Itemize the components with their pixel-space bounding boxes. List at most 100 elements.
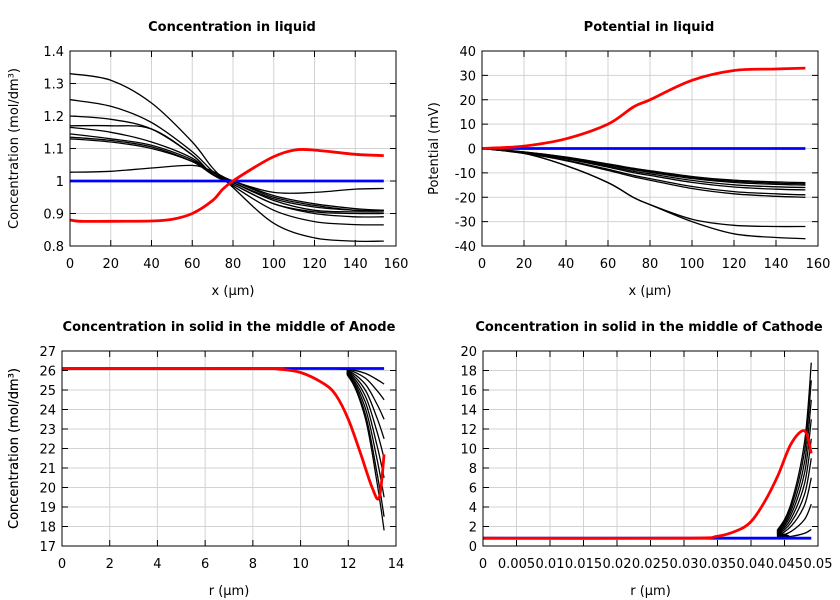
x-tick-label: 8 <box>249 557 257 572</box>
series-group <box>482 66 806 240</box>
series-line-black <box>483 438 812 540</box>
x-axis-label: x (µm) <box>212 284 255 299</box>
series-line-red <box>70 148 384 223</box>
x-tick-label: 60 <box>600 257 617 272</box>
plot-frame <box>61 350 397 547</box>
y-tick-label: 24 <box>39 404 56 419</box>
subplot-1: 0 20 40 60 80 100 120 140 160 0.8 0.9 1 1.1 1.2 1.3 1.4… <box>7 20 408 299</box>
series-line-black <box>62 367 385 498</box>
y-tick-label: 27 <box>39 345 56 360</box>
x-tick-label: 12 <box>340 557 357 572</box>
y-tick-label: 0 <box>469 540 477 555</box>
y-tick-label: 22 <box>39 443 56 458</box>
series-line-black <box>70 138 384 211</box>
x-tick-label: 0.035 <box>699 557 736 572</box>
y-tick-label: 1.1 <box>43 143 64 158</box>
series-line-black <box>483 503 812 539</box>
y-tick-label: 12 <box>460 423 477 438</box>
series-line-red <box>483 429 813 540</box>
y-tick-label: 6 <box>469 482 477 497</box>
series-line-black <box>482 147 806 184</box>
y-axis-label: Concentration (mol/dm³) <box>7 368 22 529</box>
y-tick-label: 19 <box>39 501 56 516</box>
y-tick-label: 1.2 <box>43 110 64 125</box>
y-tick-label: 1.4 <box>43 45 64 60</box>
series-line-black <box>70 136 384 212</box>
series-line-red <box>482 66 806 150</box>
y-tick-label: -10 <box>455 167 476 182</box>
series-line-black <box>62 367 385 440</box>
chart-title: Concentration in solid in the middle of … <box>63 320 396 335</box>
y-tick-label: 40 <box>459 45 476 60</box>
series-line-black <box>482 147 806 228</box>
x-tick-label: 0.03 <box>670 557 699 572</box>
y-tick-label: 25 <box>39 384 56 399</box>
x-tick-label: 0.045 <box>766 557 803 572</box>
x-axis-label: r (µm) <box>209 584 250 599</box>
y-tick-label: 18 <box>39 521 56 536</box>
x-tick-label: 2 <box>106 557 114 572</box>
y-tick-label: 0.8 <box>43 240 64 255</box>
series-line-black <box>483 399 812 540</box>
y-tick-label: 0 <box>468 143 476 158</box>
chart-title: Potential in liquid <box>584 20 715 35</box>
x-tick-label: 100 <box>261 257 286 272</box>
x-tick-label: 60 <box>184 257 201 272</box>
x-tick-label: 0.025 <box>632 557 669 572</box>
x-tick-label: 0.01 <box>536 557 565 572</box>
y-axis-label: Potential (mV) <box>427 102 442 195</box>
series-line-black <box>62 367 385 531</box>
x-tick-label: 4 <box>153 557 161 572</box>
series-line-black <box>62 367 385 459</box>
x-tick-label: 160 <box>384 257 409 272</box>
series-line-black <box>70 164 384 195</box>
x-tick-label: 20 <box>102 257 119 272</box>
subplot-2: 0 20 40 60 80 100 120 140 160 -40 -30 -20 -10 0 10 20 30… <box>427 20 830 299</box>
x-axis-label: x (µm) <box>629 284 672 299</box>
y-tick-label: 1.3 <box>43 78 64 93</box>
series-line-black <box>483 380 812 540</box>
y-tick-label: 1 <box>56 175 64 190</box>
x-tick-label: 0 <box>478 257 486 272</box>
x-tick-label: 0 <box>66 257 74 272</box>
y-tick-label: 30 <box>459 69 476 84</box>
series-line-black <box>70 124 384 215</box>
x-tick-label: 0.02 <box>603 557 632 572</box>
series-line-black <box>70 133 384 212</box>
x-tick-label: 120 <box>722 257 747 272</box>
y-tick-label: 20 <box>39 482 56 497</box>
y-tick-label: 0.9 <box>43 208 64 223</box>
series-group <box>483 362 813 540</box>
y-tick-label: -40 <box>455 240 476 255</box>
y-tick-label: 17 <box>39 540 56 555</box>
x-tick-label: 14 <box>388 557 405 572</box>
y-axis-label: Concentration (mol/dm³) <box>7 68 22 229</box>
subplot-3: 0 2 4 6 8 10 12 141718192021222324252627Concent… <box>7 320 404 599</box>
subplot-4: 0 0.005 0.01 0.015 0.02 0.025 0.03 0.035 0.04 0.0… <box>7 320 832 599</box>
series-line-black <box>482 147 806 196</box>
series-group <box>62 367 386 531</box>
x-tick-label: 0.05 <box>804 557 833 572</box>
y-tick-label: 20 <box>459 94 476 109</box>
series-line-black <box>483 362 812 540</box>
y-tick-label: 18 <box>460 365 477 380</box>
series-line-black <box>62 367 385 478</box>
x-tick-label: 0.005 <box>498 557 535 572</box>
y-tick-label: -20 <box>455 191 476 206</box>
series-line-black <box>483 419 812 540</box>
series-line-red <box>62 367 386 501</box>
y-tick-label: 26 <box>39 365 56 380</box>
x-tick-label: 20 <box>516 257 533 272</box>
x-tick-label: 160 <box>806 257 831 272</box>
y-tick-label: 10 <box>459 118 476 133</box>
y-tick-label: 16 <box>460 384 477 399</box>
x-tick-label: 120 <box>302 257 327 272</box>
y-axis-label: Concentration (mol/dm³) <box>7 368 22 529</box>
plot-frame <box>69 50 397 247</box>
plot-frame <box>481 50 819 247</box>
x-tick-label: 100 <box>680 257 705 272</box>
y-tick-label: 10 <box>460 443 477 458</box>
x-tick-label: 0 <box>58 557 66 572</box>
y-tick-label: 23 <box>39 423 56 438</box>
y-tick-label: 21 <box>39 462 56 477</box>
